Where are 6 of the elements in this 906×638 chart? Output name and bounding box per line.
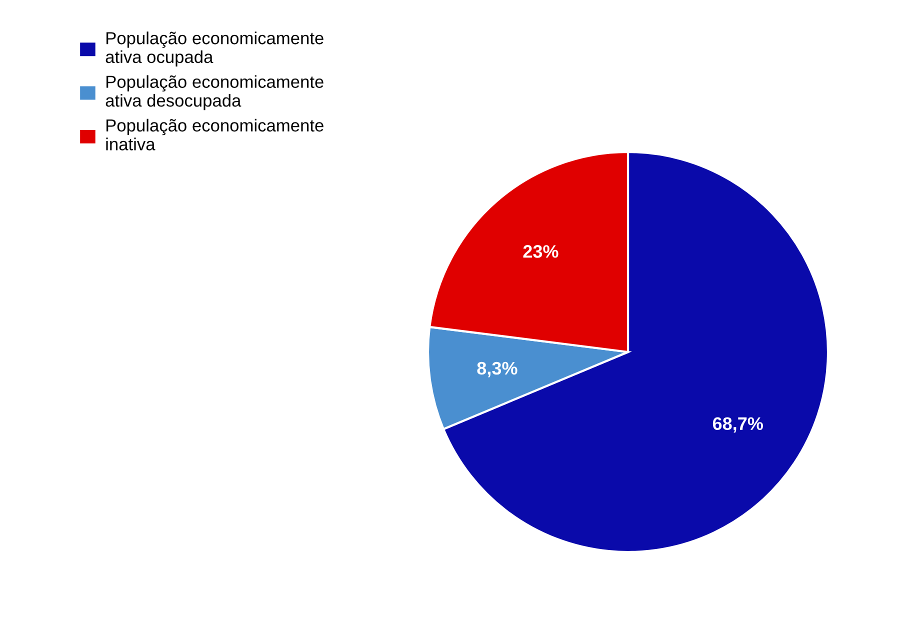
- legend-label: População economicamente ativa desocupada: [106, 75, 324, 110]
- legend-label: População economicamente inativa: [106, 118, 324, 150]
- data-label: 68,7%: [712, 417, 763, 433]
- legend-label: População economicamente ativa ocupada: [106, 32, 324, 67]
- data-label: 8,3%: [477, 362, 518, 378]
- data-label: 23%: [523, 245, 558, 258]
